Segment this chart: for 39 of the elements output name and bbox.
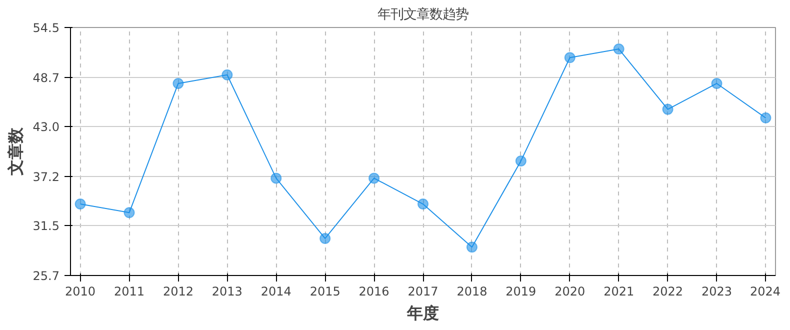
x-tick-label: 2020 (554, 284, 586, 298)
x-tick-label: 2014 (260, 284, 292, 298)
x-tick-label: 2017 (408, 284, 438, 298)
point (760, 112, 772, 124)
y-tick-label: 31.5 (32, 219, 60, 234)
chart-title: 年刊文章数趋势 (378, 8, 468, 22)
x-tick-label: 2021 (604, 284, 634, 298)
x-tick-label: 2019 (506, 284, 536, 298)
x-tick-label: 2023 (701, 284, 732, 298)
point (124, 207, 135, 218)
point (418, 198, 428, 210)
point (466, 242, 478, 253)
x-tick-label: 2016 (358, 284, 390, 298)
x-tick-label: 2024 (750, 284, 781, 298)
y-tick-label: 54.5 (32, 21, 60, 35)
x-tick-label: 2022 (652, 284, 684, 298)
point (515, 155, 526, 166)
point (270, 172, 282, 184)
x-tick-label: 2013 (212, 284, 242, 298)
y-tick-label: 48.7 (32, 70, 60, 85)
x-tick-label: 2015 (310, 284, 340, 298)
x-tick-label: 2012 (162, 284, 194, 298)
point (613, 44, 624, 55)
point (711, 78, 722, 89)
y-tick-label: 43.0 (32, 120, 60, 134)
x-axis-title: 年度 (406, 304, 439, 322)
point (74, 198, 86, 210)
y-tick-label: 25.7 (32, 269, 60, 283)
point (368, 172, 380, 184)
y-tick-label: 37.2 (32, 170, 60, 184)
x-tick-label: 2011 (114, 284, 145, 298)
point (222, 69, 233, 80)
y-axis-title: 文章数 (6, 126, 25, 176)
point (564, 52, 576, 64)
point (320, 232, 331, 244)
point (662, 104, 674, 115)
point (172, 78, 184, 89)
x-tick-label: 2010 (65, 284, 96, 298)
x-tick-label: 2018 (456, 284, 488, 298)
